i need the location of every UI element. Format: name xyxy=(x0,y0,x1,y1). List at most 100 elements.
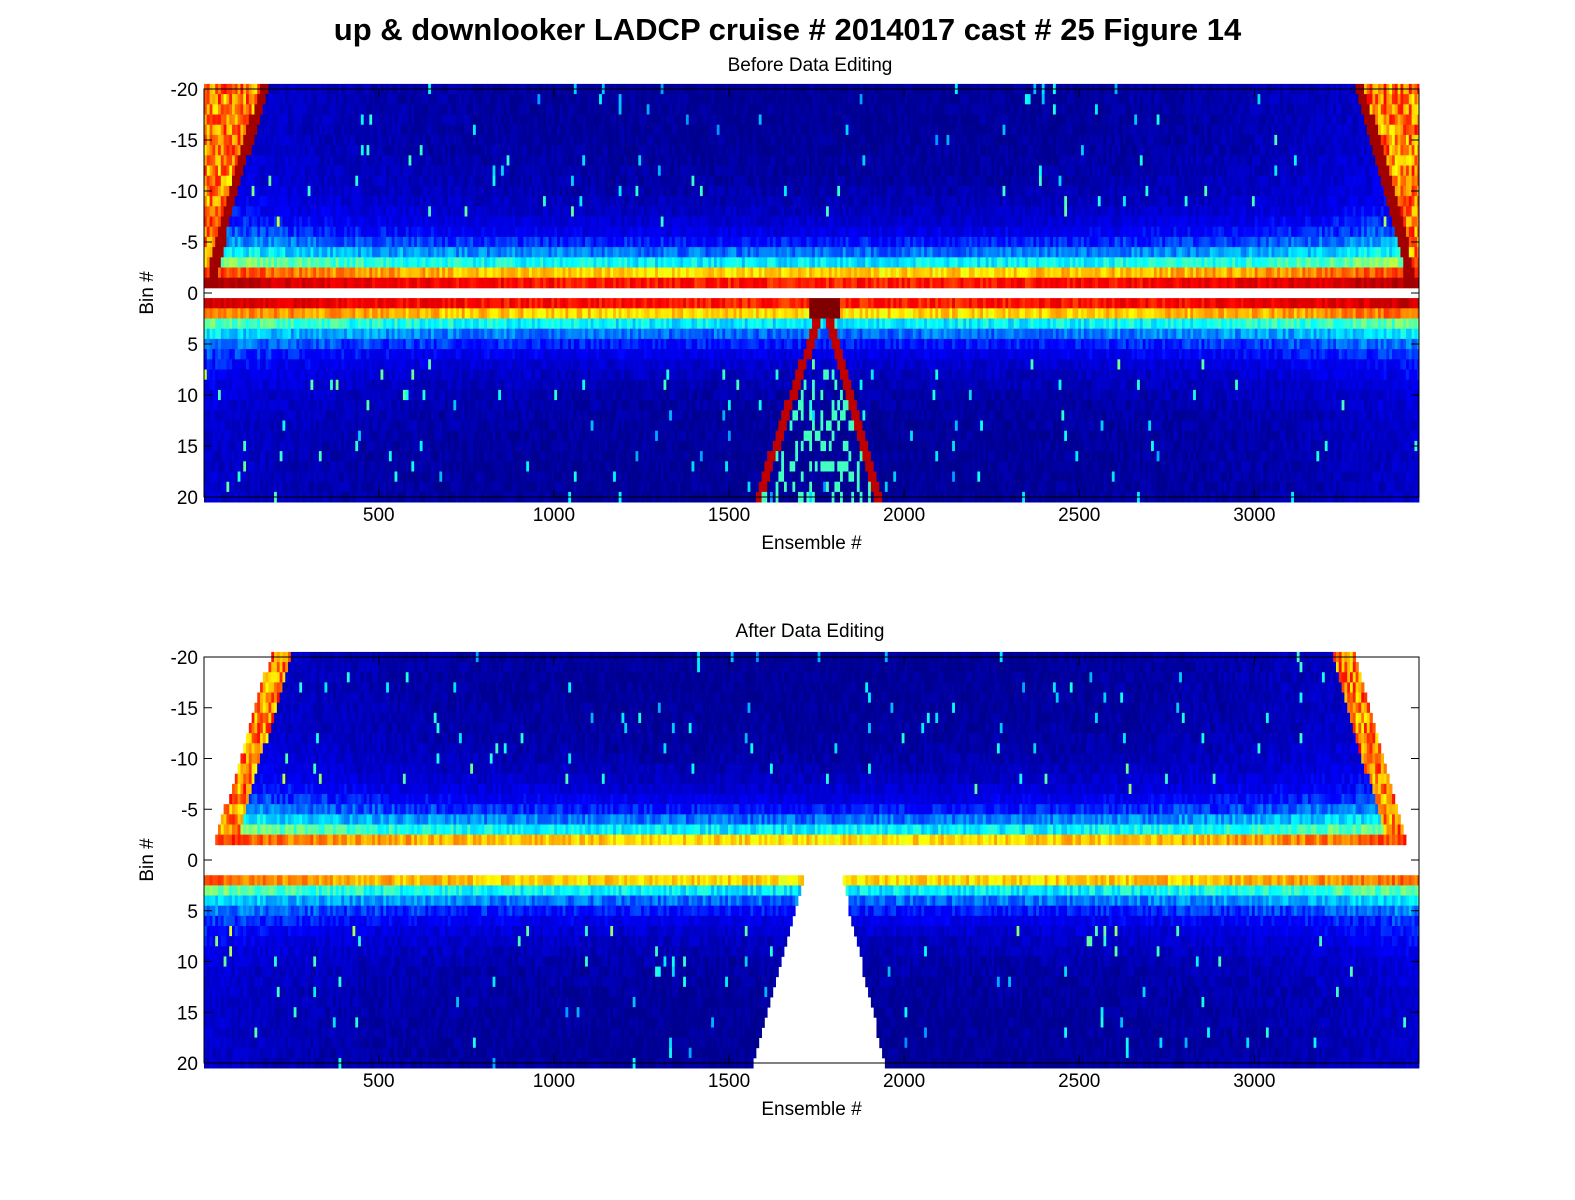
heatmap-cell xyxy=(409,268,412,279)
heatmap-cell xyxy=(372,176,375,187)
heatmap-cell xyxy=(212,431,215,442)
heatmap-cell xyxy=(344,370,347,381)
heatmap-cell xyxy=(288,257,291,268)
heatmap-cell xyxy=(383,227,386,238)
heatmap-cell xyxy=(338,410,341,421)
heatmap-cell xyxy=(498,370,501,381)
heatmap-cell xyxy=(389,359,392,370)
heatmap-cell xyxy=(313,461,316,472)
heatmap-cell xyxy=(473,390,476,401)
heatmap-cell xyxy=(420,176,423,187)
heatmap-cell xyxy=(210,217,213,228)
heatmap-cell xyxy=(381,227,384,238)
heatmap-cell xyxy=(252,451,255,462)
heatmap-cell xyxy=(417,166,420,177)
heatmap-cell xyxy=(537,268,540,279)
heatmap-cell xyxy=(327,451,330,462)
heatmap-cell xyxy=(369,472,372,483)
heatmap-cell xyxy=(291,451,294,462)
heatmap-cell xyxy=(288,125,291,136)
heatmap-cell xyxy=(274,370,277,381)
heatmap-cell xyxy=(484,237,487,248)
heatmap-cell xyxy=(226,482,229,493)
heatmap-cell xyxy=(316,135,319,146)
heatmap-cell xyxy=(456,359,459,370)
heatmap-cell xyxy=(425,329,428,340)
heatmap-cell xyxy=(551,400,554,411)
heatmap-cell xyxy=(215,125,218,136)
heatmap-cell xyxy=(294,257,297,268)
heatmap-cell xyxy=(526,482,529,493)
heatmap-cell xyxy=(226,339,229,350)
heatmap-cell xyxy=(389,115,392,126)
heatmap-cell xyxy=(481,451,484,462)
heatmap-cell xyxy=(246,319,249,330)
heatmap-cell xyxy=(277,176,280,187)
heatmap-cell xyxy=(344,104,347,115)
heatmap-cell xyxy=(254,339,257,350)
heatmap-cell xyxy=(518,155,521,166)
heatmap-cell xyxy=(490,217,493,228)
heatmap-cell xyxy=(395,390,398,401)
heatmap-cell xyxy=(221,298,224,309)
heatmap-cell xyxy=(518,247,521,258)
heatmap-cell xyxy=(549,115,552,126)
heatmap-cell xyxy=(226,176,229,187)
heatmap-cell xyxy=(207,145,210,156)
heatmap-cell xyxy=(369,115,372,126)
heatmap-cell xyxy=(375,115,378,126)
heatmap-cell xyxy=(479,115,482,126)
heatmap-cell xyxy=(358,196,361,207)
heatmap-cell xyxy=(268,339,271,350)
heatmap-cell xyxy=(535,319,538,330)
heatmap-cell xyxy=(350,115,353,126)
heatmap-cell xyxy=(266,359,269,370)
heatmap-cell xyxy=(431,247,434,258)
heatmap-cell xyxy=(249,461,252,472)
heatmap-cell xyxy=(428,268,431,279)
heatmap-cell xyxy=(218,421,221,432)
heatmap-cell xyxy=(330,227,333,238)
heatmap-cell xyxy=(355,125,358,136)
heatmap-cell xyxy=(364,237,367,248)
heatmap-cell xyxy=(386,359,389,370)
heatmap-cell xyxy=(540,400,543,411)
heatmap-cell xyxy=(521,370,524,381)
heatmap-cell xyxy=(453,441,456,452)
heatmap-cell xyxy=(285,482,288,493)
heatmap-cell xyxy=(501,145,504,156)
heatmap-cell xyxy=(411,268,414,279)
heatmap-cell xyxy=(367,227,370,238)
heatmap-cell xyxy=(501,257,504,268)
heatmap-cell xyxy=(420,227,423,238)
heatmap-cell xyxy=(456,339,459,350)
heatmap-cell xyxy=(434,104,437,115)
heatmap-cell xyxy=(240,298,243,309)
heatmap-cell xyxy=(260,482,263,493)
heatmap-cell xyxy=(434,380,437,391)
heatmap-cell xyxy=(355,298,358,309)
heatmap-cell xyxy=(235,349,238,360)
heatmap-cell xyxy=(498,237,501,248)
heatmap-cell xyxy=(268,349,271,360)
heatmap-cell xyxy=(493,451,496,462)
heatmap-cell xyxy=(417,217,420,228)
heatmap-cell xyxy=(501,482,504,493)
heatmap-cell xyxy=(347,461,350,472)
heatmap-cell xyxy=(310,339,313,350)
heatmap-cell xyxy=(350,400,353,411)
heatmap-cell xyxy=(535,421,538,432)
heatmap-cell xyxy=(358,115,361,126)
heatmap-cell xyxy=(470,206,473,217)
heatmap-cell xyxy=(268,329,271,340)
heatmap-cell xyxy=(504,359,507,370)
heatmap-cell xyxy=(268,237,271,248)
heatmap-cell xyxy=(378,339,381,350)
heatmap-cell xyxy=(249,115,252,126)
heatmap-cell xyxy=(521,319,524,330)
heatmap-cell xyxy=(442,421,445,432)
heatmap-cell xyxy=(420,390,423,401)
heatmap-cell xyxy=(285,441,288,452)
heatmap-cell xyxy=(431,176,434,187)
heatmap-cell xyxy=(465,441,468,452)
